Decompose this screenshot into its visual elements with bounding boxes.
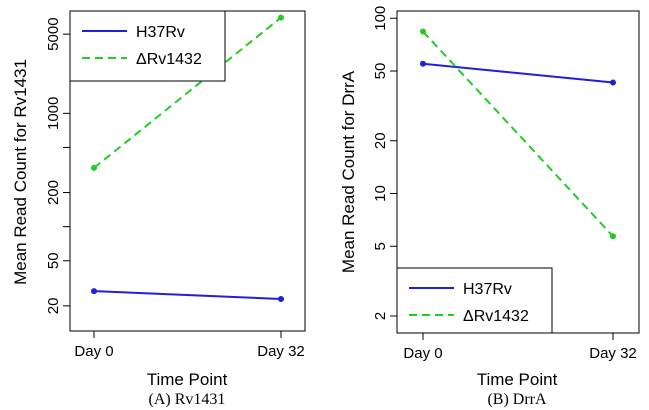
series-line-2 [93, 16, 282, 169]
y-tick-label: 20 [372, 132, 389, 149]
series-layer [91, 14, 284, 302]
panel-caption: (B) DrrA [487, 391, 547, 408]
panel-caption: (A) Rv1431 [149, 391, 226, 408]
data-point [420, 60, 426, 67]
legend-label: H37Rv [136, 24, 185, 41]
data-point [278, 295, 284, 302]
y-tick-label: 100 [372, 6, 389, 31]
panel-a: 20 50 200 1000 5000 Day 0 Day 32 H37Rv ΔRv1432… [11, 10, 306, 408]
y-tick-label: 2 [372, 312, 389, 320]
y-tick-label: 200 [45, 180, 62, 205]
x-tick-label: Day 0 [74, 343, 113, 360]
legend-label: ΔRv1432 [463, 308, 529, 325]
data-point [278, 14, 284, 21]
x-tick-label: Day 32 [589, 345, 637, 362]
legend-box [396, 267, 553, 334]
y-axis: 2 5 10 20 50 100 [372, 6, 397, 320]
y-tick-label: 50 [372, 63, 389, 80]
series-line-2 [422, 30, 614, 237]
x-axis-title: Time Point [477, 370, 558, 389]
y-axis-title: Mean Read Count for DrrA [339, 70, 358, 273]
y-tick-label: 5000 [45, 17, 62, 50]
x-axis: Day 0 Day 32 [403, 333, 637, 362]
legend: H37Rv ΔRv1432 [396, 267, 553, 334]
data-point [610, 79, 616, 86]
y-tick-label: 5 [372, 242, 389, 250]
y-tick-label: 1000 [45, 97, 62, 130]
panel-b: 2 5 10 20 50 100 Day 0 Day 32 H37Rv ΔRv1432 Tim… [339, 6, 640, 408]
x-axis: Day 0 Day 32 [74, 331, 305, 360]
data-point [91, 164, 97, 171]
legend-label: H37Rv [463, 281, 512, 298]
legend-box [69, 10, 226, 82]
data-point [91, 288, 97, 295]
data-point [610, 233, 616, 240]
series-line-1 [422, 62, 614, 84]
series-line-1 [93, 290, 282, 300]
series-layer [420, 28, 616, 240]
x-axis-title: Time Point [147, 370, 228, 389]
legend-label: ΔRv1432 [136, 51, 202, 68]
x-tick-label: Day 0 [403, 345, 442, 362]
y-tick-label: 10 [372, 185, 389, 202]
x-tick-label: Day 32 [257, 343, 305, 360]
data-point [420, 28, 426, 35]
y-axis: 20 50 200 1000 5000 [45, 17, 70, 314]
y-axis-title: Mean Read Count for Rv1431 [11, 59, 30, 285]
y-tick-label: 50 [45, 252, 62, 269]
y-tick-label: 20 [45, 298, 62, 315]
legend: H37Rv ΔRv1432 [69, 10, 226, 82]
